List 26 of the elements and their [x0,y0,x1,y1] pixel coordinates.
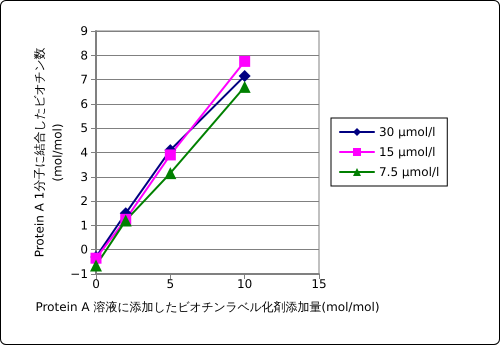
y-tick-label: −1 [70,267,88,281]
y-tick-label: 3 [80,170,88,184]
legend-label: 7.5 μmol/l [379,165,440,179]
y-tick-label: 7 [80,72,88,87]
x-tick-label: 10 [237,277,252,291]
x-tick-label: 0 [92,277,100,291]
point [164,149,176,160]
point [238,70,251,82]
y-tick-label: 8 [80,48,88,62]
y-axis-title: Protein A 1分子に結合したビオチン数 (mol/mol) [32,48,64,258]
y-tick-label: 6 [80,96,88,111]
y-tick-label: 4 [80,146,88,160]
point [90,259,102,272]
y-tick-label: 9 [80,24,88,38]
point [238,80,251,93]
y-tick-label: 2 [80,194,88,208]
x-tick-label: 15 [311,277,327,291]
legend-label: 30 μmol/l [379,125,436,139]
x-tick-label: 5 [166,277,174,291]
point [239,56,250,67]
point [164,167,176,180]
y-tick-label: 1 [80,218,88,232]
y-tick-label: 0 [80,242,88,257]
y-tick-label: 5 [80,121,88,136]
legend-label: 15 μmol/l [379,145,436,159]
x-axis-title: Protein A 溶液に添加したビオチンラベル化剤添加量(mol/mol) [35,300,380,314]
